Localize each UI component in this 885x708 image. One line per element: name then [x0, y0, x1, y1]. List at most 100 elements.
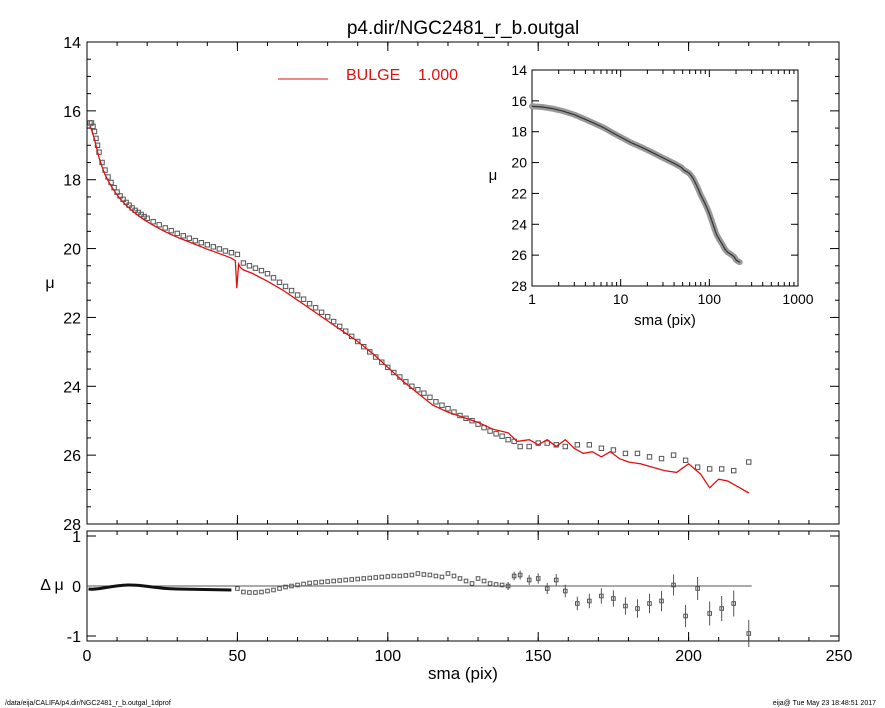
- data-point: [373, 354, 379, 360]
- residual-point: [553, 577, 559, 583]
- footer-user-timestamp: eija@ Tue May 23 18:48:51 2017: [773, 700, 876, 707]
- data-point: [706, 466, 713, 472]
- x-tick-label: 250: [826, 648, 853, 665]
- legend-label: BULGE: [346, 67, 400, 84]
- residual-point: [421, 572, 427, 577]
- data-point: [367, 349, 373, 355]
- residual-point: [307, 580, 312, 586]
- main-y-axis-label: μ: [45, 275, 54, 292]
- data-point: [746, 459, 752, 465]
- data-point: [216, 246, 223, 252]
- data-point: [264, 271, 271, 277]
- residual-panel: Δ μ sma (pix) 10-10 50 100 150 200 250: [40, 529, 852, 683]
- residual-point: [319, 579, 324, 585]
- residual-point: [623, 603, 628, 609]
- data-point: [324, 314, 331, 320]
- residual-point: [475, 576, 481, 581]
- data-point: [682, 457, 689, 464]
- bulge-model-line: [89, 126, 750, 494]
- residual-y-tick-label: -1: [67, 629, 81, 646]
- x-axis-label: sma (pix): [428, 664, 498, 683]
- legend: BULGE 1.000: [278, 67, 458, 84]
- residual-point: [544, 586, 550, 591]
- data-point: [150, 219, 156, 225]
- residual-point: [463, 578, 469, 584]
- data-point: [445, 405, 451, 412]
- data-point: [228, 250, 235, 256]
- residual-point: [361, 576, 367, 581]
- data-point: [718, 466, 725, 472]
- residual-point: [247, 590, 252, 595]
- main-axis-ticks: 14 16 18 20 22 24 26 28: [63, 35, 840, 534]
- data-point: [234, 251, 241, 258]
- residual-point: [439, 574, 445, 580]
- data-point: [415, 387, 421, 393]
- residual-point: [271, 587, 276, 593]
- data-point: [433, 399, 439, 405]
- residual-point: [241, 589, 246, 595]
- data-point: [222, 248, 229, 254]
- data-point: [562, 443, 568, 450]
- data-point: [330, 318, 337, 325]
- data-point: [192, 237, 198, 244]
- inset-panel: sma (pix) μ 14 16 18 20 22 24 26 281 10 100 1000: [489, 62, 814, 329]
- data-point: [499, 433, 505, 439]
- residual-point: [493, 582, 499, 587]
- residual-point: [301, 581, 306, 587]
- residual-point: [535, 576, 541, 581]
- data-point: [258, 267, 265, 274]
- residual-point: [469, 581, 475, 586]
- residual-point: [635, 606, 640, 611]
- data-point: [379, 359, 385, 365]
- data-point: [156, 222, 162, 228]
- data-point: [731, 467, 737, 474]
- data-point: [694, 464, 701, 470]
- residual-point: [695, 586, 700, 591]
- residual-point: [671, 582, 676, 588]
- residual-point: [337, 578, 342, 583]
- inset-y-tick-label: 22: [511, 185, 527, 201]
- data-point: [439, 402, 445, 408]
- footer-file-path: /data/eija/CALIFA/p4.dir/NGC2481_r_b.out…: [5, 700, 171, 707]
- data-point: [88, 120, 95, 126]
- residual-point: [445, 571, 451, 576]
- residual-point: [415, 571, 421, 576]
- data-point: [282, 283, 289, 290]
- data-point: [90, 123, 96, 130]
- y-tick-label: 26: [63, 448, 81, 465]
- x-tick-label: 150: [525, 648, 552, 665]
- inset-x-tick-label: 1000: [782, 291, 813, 307]
- main-panel: p4.dir/NGC2481_r_b.outgal μ 14 16 18 20 22 24…: [45, 18, 840, 534]
- data-point: [252, 265, 259, 271]
- residual-point: [391, 573, 397, 579]
- residual-point: [367, 575, 373, 581]
- inset-x-axis-label: sma (pix): [634, 312, 696, 329]
- data-point: [162, 225, 168, 231]
- data-point: [622, 450, 629, 457]
- residual-point: [397, 573, 403, 579]
- residual-point: [355, 576, 361, 582]
- residual-point: [526, 577, 532, 583]
- inset-y-tick-label: 28: [511, 278, 527, 294]
- chart-title: p4.dir/NGC2481_r_b.outgal: [347, 18, 579, 39]
- data-point: [186, 235, 192, 241]
- data-point: [493, 431, 499, 437]
- data-point: [180, 233, 186, 239]
- data-point: [487, 428, 493, 434]
- y-tick-label: 24: [63, 379, 81, 396]
- data-point: [210, 244, 217, 250]
- x-tick-label: 100: [374, 648, 401, 665]
- residual-point: [517, 572, 523, 578]
- residual-point: [283, 584, 288, 590]
- residual-point: [379, 574, 385, 580]
- residual-point: [511, 573, 517, 579]
- residual-point: [403, 573, 409, 578]
- data-point: [544, 440, 550, 446]
- residual-point: [481, 578, 487, 584]
- data-point: [288, 287, 295, 294]
- inset-y-tick-label: 18: [511, 124, 527, 140]
- residual-point: [349, 577, 355, 582]
- x-tick-label: 200: [675, 648, 702, 665]
- data-point: [463, 415, 469, 422]
